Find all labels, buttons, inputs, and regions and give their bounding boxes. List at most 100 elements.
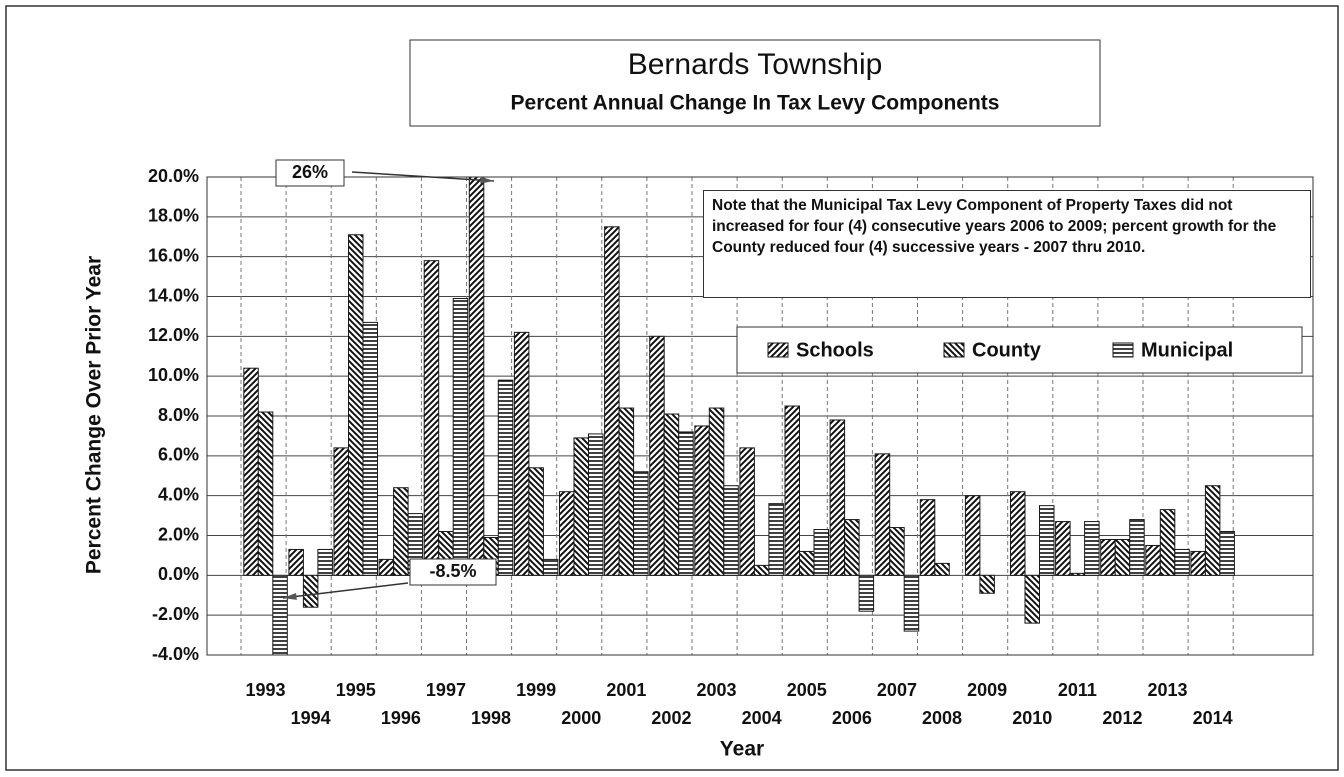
x-axis-label: Year	[720, 738, 764, 761]
bar	[1219, 531, 1235, 576]
bar	[1100, 538, 1116, 576]
bar	[588, 433, 604, 576]
bar	[979, 574, 995, 594]
bar	[964, 495, 981, 576]
bar	[302, 574, 319, 608]
bar	[333, 447, 349, 576]
title-box	[409, 39, 1101, 127]
legend-label: Municipal	[1141, 339, 1233, 361]
bar	[1024, 574, 1040, 624]
x-tick-label: 2007	[877, 680, 917, 700]
bar	[663, 413, 680, 576]
bar	[393, 487, 409, 576]
bar	[1084, 521, 1100, 576]
bar	[618, 407, 635, 576]
x-tick-label: 2009	[967, 680, 1007, 700]
bar	[423, 260, 440, 576]
legend-swatch	[767, 342, 789, 358]
x-tick-label: 1997	[426, 680, 466, 700]
bar	[1129, 519, 1145, 576]
legend-swatch	[1112, 342, 1134, 358]
y-tick-label: 20.0%	[148, 166, 199, 186]
bar	[874, 453, 891, 576]
bar	[1114, 538, 1131, 576]
arrow-head	[480, 176, 494, 184]
x-tick-label: 2010	[1012, 708, 1052, 728]
annotation-box	[409, 558, 497, 586]
x-tick-label: 1994	[291, 708, 331, 728]
x-tick-label: 2014	[1193, 708, 1233, 728]
chart-title: Bernards Township	[628, 48, 883, 81]
bar	[528, 467, 544, 576]
x-tick-label: 2004	[742, 708, 782, 728]
bar	[1174, 548, 1190, 576]
x-tick-label: 2006	[832, 708, 872, 728]
y-tick-label: 6.0%	[158, 445, 199, 465]
bar	[723, 485, 739, 576]
bar	[768, 503, 784, 576]
legend-box	[736, 326, 1303, 374]
bar	[844, 519, 860, 576]
legend-swatch	[943, 342, 965, 358]
bar	[1069, 572, 1086, 576]
y-tick-label: 14.0%	[148, 285, 199, 305]
plot-border	[206, 176, 1314, 656]
bar	[678, 431, 694, 576]
bar	[272, 574, 288, 655]
bar	[934, 562, 950, 576]
y-tick-label: 16.0%	[148, 245, 199, 265]
bar	[1204, 485, 1221, 576]
bar	[497, 379, 514, 576]
y-tick-label: 12.0%	[148, 325, 199, 345]
annotation: -8.5%	[429, 561, 476, 581]
bar	[1039, 505, 1055, 576]
bar	[813, 529, 829, 576]
bar	[243, 367, 259, 576]
bar	[559, 491, 575, 576]
x-tick-label: 2005	[787, 680, 827, 700]
bar	[1010, 491, 1026, 576]
bar	[348, 234, 364, 576]
y-tick-label: 8.0%	[158, 405, 199, 425]
legend-label: County	[972, 339, 1042, 361]
bar	[542, 558, 559, 576]
y-tick-label: 18.0%	[148, 206, 199, 226]
x-tick-label: 2003	[697, 680, 737, 700]
arrow-line	[282, 582, 409, 599]
bar	[573, 437, 589, 576]
bar	[513, 331, 530, 576]
y-tick-label: 4.0%	[158, 484, 199, 504]
y-tick-label: 2.0%	[158, 524, 199, 544]
bar	[903, 574, 920, 632]
bar	[378, 558, 395, 576]
x-tick-label: 2002	[651, 708, 691, 728]
y-tick-label: -2.0%	[152, 604, 199, 624]
bar	[633, 471, 649, 576]
bar	[604, 226, 620, 576]
note: Note that the Municipal Tax Levy Compone…	[703, 190, 1311, 298]
bar	[784, 405, 800, 576]
x-tick-label: 2012	[1102, 708, 1142, 728]
x-tick-label: 2008	[922, 708, 962, 728]
y-tick-label: 10.0%	[148, 365, 199, 385]
x-tick-label: 2000	[561, 708, 601, 728]
x-tick-label: 1996	[381, 708, 421, 728]
bar	[317, 548, 333, 576]
chart-subtitle: Percent Annual Change In Tax Levy Compon…	[511, 92, 1000, 115]
bar	[799, 550, 815, 576]
bar	[889, 527, 905, 576]
bar	[694, 425, 710, 576]
arrow-head	[283, 592, 297, 600]
annotation: 26%	[292, 162, 328, 182]
x-tick-label: 2013	[1148, 680, 1188, 700]
y-tick-label: 0.0%	[158, 564, 199, 584]
bar	[1055, 521, 1071, 576]
x-tick-label: 2011	[1058, 680, 1097, 700]
y-axis-label: Percent Change Over Prior Year	[83, 256, 106, 574]
bar	[362, 321, 378, 576]
legend-label: Schools	[796, 339, 874, 361]
bar	[753, 564, 770, 576]
bar	[858, 574, 875, 612]
